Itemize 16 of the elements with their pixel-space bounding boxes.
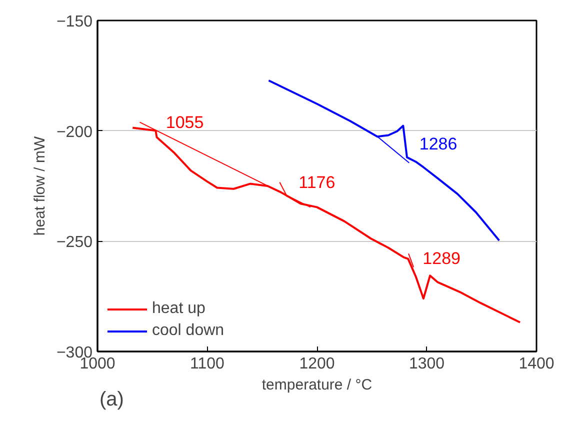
x-tick-label: 1300 [408,356,445,372]
annotation: 1055 [166,113,204,132]
legend-label: heat up [152,300,206,318]
x-tick-label: 1400 [518,356,554,372]
x-tick-label: 1200 [299,356,335,372]
x-tick-label: 1100 [190,356,225,372]
y-axis-title: heat flow / mW [31,136,48,236]
y-tick-label: −200 [56,124,93,141]
legend-label: cool down [152,322,224,340]
y-tick-label: −150 [56,14,93,30]
y-tick-label: −250 [56,234,93,252]
annotation: 1176 [298,172,336,192]
x-axis-title: temperature / °C [262,376,372,394]
annotation: 1286 [419,134,458,154]
annotation: 1289 [422,249,461,268]
text: (a) [100,388,124,410]
